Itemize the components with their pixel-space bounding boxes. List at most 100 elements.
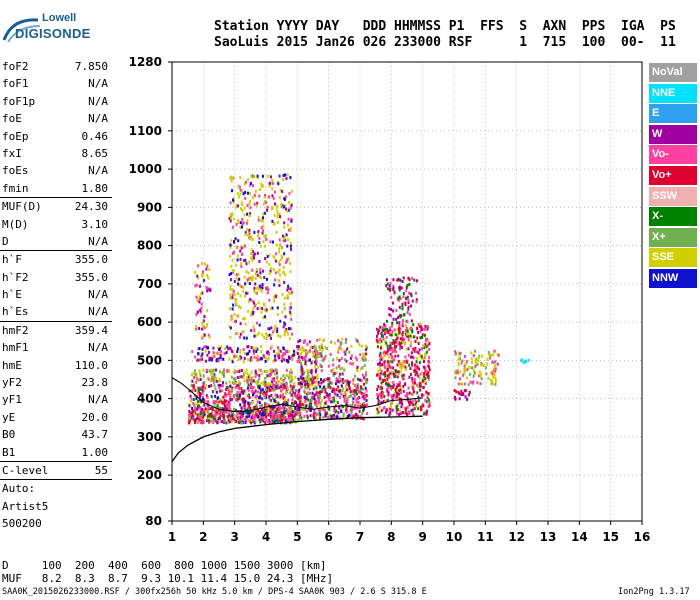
echo-point [266,174,269,178]
echo-point [459,357,462,361]
echo-point [304,350,307,354]
echo-point [463,382,466,386]
echo-point [199,412,202,416]
echo-point [464,389,467,393]
echo-point [293,403,296,407]
echo-point [195,417,198,421]
echo-point [403,360,406,364]
param-row: foEs N/A [0,162,112,179]
echo-point [404,365,407,369]
echo-point [203,279,206,283]
echo-point [316,350,319,354]
echo-point [278,386,281,390]
echo-point [359,405,362,409]
echo-point [254,369,257,373]
echo-point [377,399,380,403]
echo-point [266,260,269,264]
echo-point [290,409,293,413]
echo-point [204,349,207,353]
echo-point [390,366,393,370]
echo-point [330,381,333,385]
param-group-4: hmF2 359.4 hmF1 N/A hmE 110.0 yF2 23.8 yF1 N/… [0,322,112,461]
echo-point [386,374,389,378]
echo-point [311,346,314,350]
echo-point [275,205,278,209]
echo-point [389,287,392,291]
echo-point [259,271,262,275]
echo-point [282,237,285,241]
echo-point [224,394,227,398]
echo-point [271,380,274,384]
echo-point [399,401,402,405]
echo-point [406,283,409,287]
echo-point [320,390,323,394]
echo-point [383,322,386,326]
echo-point [360,344,363,348]
echo-point [289,413,292,417]
echo-point [353,383,356,387]
echo-point [272,222,275,226]
echo-point [407,299,410,303]
echo-point [262,224,265,228]
echo-point [339,378,342,382]
echo-point [235,332,238,336]
echo-point [421,344,424,348]
echo-point [414,365,417,369]
echo-point [238,375,241,379]
echo-point [397,359,400,363]
echo-point [232,198,235,202]
echo-point [283,358,286,362]
echo-point [259,391,262,395]
echo-point [276,209,279,213]
echo-point [330,340,333,344]
echo-point [418,384,421,388]
echo-point [423,371,426,375]
echo-point [389,352,392,356]
echo-point [406,295,409,299]
echo-point [400,411,403,415]
echo-point [276,383,279,387]
echo-point [195,313,198,317]
echo-point [263,370,266,374]
echo-point [410,319,413,323]
echo-point [277,348,280,352]
echo-point [271,194,274,198]
echo-point [407,400,410,404]
echo-point [426,394,429,398]
param-value: 110.0 [74,358,108,372]
echo-point [396,390,399,394]
echo-point [320,343,323,347]
echo-point [424,369,427,373]
echo-point [385,335,388,339]
echo-point [276,354,279,358]
echo-point [266,383,269,387]
param-name: foF2 [2,60,29,73]
echo-point [294,406,297,410]
echo-point [389,333,392,337]
echo-point [261,286,264,290]
echo-point [268,382,271,386]
echo-point [252,385,255,389]
echo-point [242,317,245,321]
echo-point [303,356,306,360]
echo-point [258,259,261,263]
echo-point [454,397,457,401]
echo-point [192,384,195,388]
echo-point [263,335,266,339]
echo-point [364,358,367,362]
echo-point [193,369,196,373]
echo-point [289,313,292,317]
echo-point [264,384,267,388]
echo-point [282,173,285,177]
echo-point [380,339,383,343]
echo-point [383,332,386,336]
echo-point [401,324,404,328]
echo-point [237,272,240,276]
echo-point [299,417,302,421]
echo-point [290,417,293,421]
echo-point [355,397,358,401]
echo-point [315,349,318,353]
echo-point [267,420,270,424]
echo-point [394,350,397,354]
echo-point [287,376,290,380]
